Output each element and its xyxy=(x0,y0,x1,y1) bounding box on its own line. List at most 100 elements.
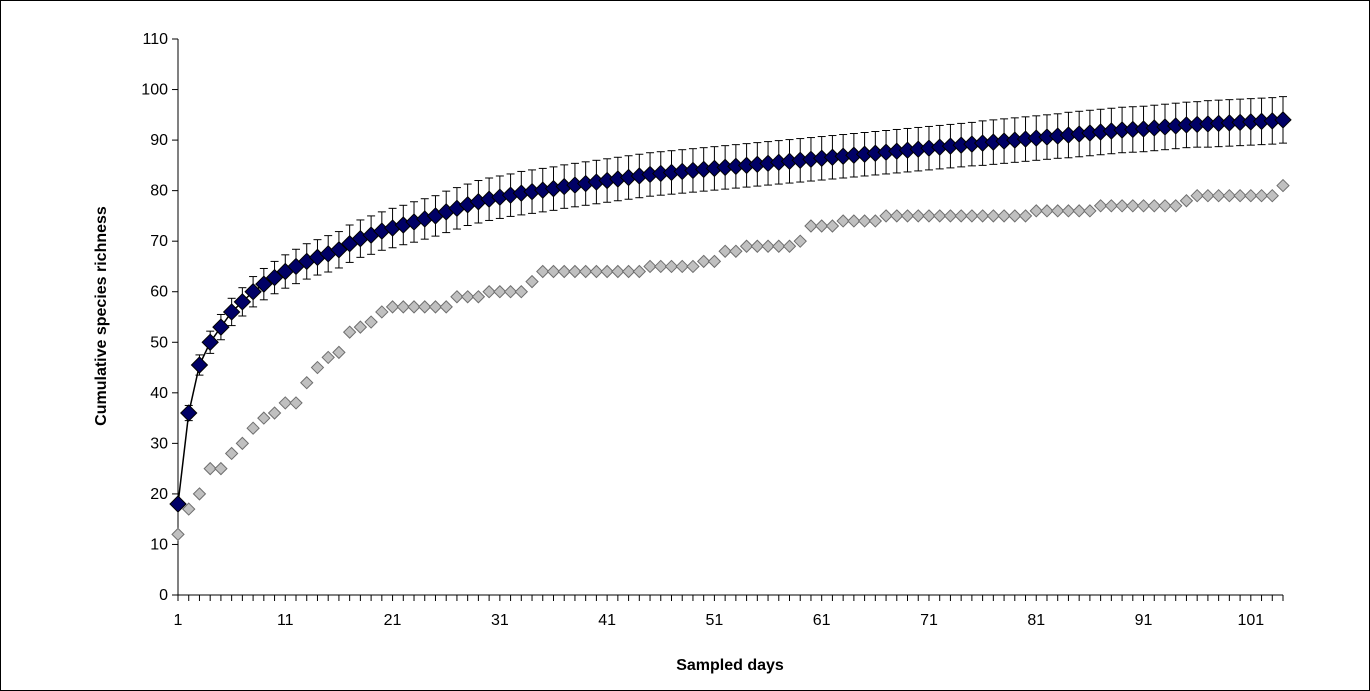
observed-point xyxy=(235,436,250,451)
observed-point xyxy=(1072,204,1086,218)
cumulative-point xyxy=(255,275,273,293)
series-observed xyxy=(171,178,1290,542)
observed-point xyxy=(514,285,529,299)
cumulative-point xyxy=(212,318,230,336)
observed-point xyxy=(729,244,743,258)
cumulative-point xyxy=(265,268,284,287)
observed-point xyxy=(460,290,475,304)
observed-point xyxy=(879,209,893,223)
x-tick-label: 1 xyxy=(174,612,183,629)
observed-point xyxy=(1158,199,1172,213)
observed-point xyxy=(1061,204,1076,218)
observed-point xyxy=(192,487,207,501)
observed-point xyxy=(1008,209,1022,223)
observed-point xyxy=(546,264,561,279)
x-axis-title: Sampled days xyxy=(676,657,784,674)
observed-point xyxy=(1222,188,1237,203)
observed-point xyxy=(1233,188,1247,203)
observed-point xyxy=(1018,209,1033,223)
x-tick-label: 91 xyxy=(1135,612,1153,629)
y-tick-label: 20 xyxy=(150,486,168,503)
observed-point xyxy=(932,209,947,223)
observed-point xyxy=(396,300,410,314)
observed-point xyxy=(965,209,979,223)
observed-point xyxy=(482,285,496,299)
y-tick-label: 60 xyxy=(150,284,168,301)
observed-point xyxy=(1136,199,1151,213)
observed-point xyxy=(761,239,775,253)
y-axis-title: Cumulative species richness xyxy=(93,206,110,426)
observed-point xyxy=(1040,204,1054,218)
observed-point xyxy=(707,254,722,269)
y-tick-label: 40 xyxy=(150,385,168,402)
observed-point xyxy=(224,446,239,461)
cumulative-line xyxy=(177,119,1284,505)
observed-point xyxy=(997,209,1011,223)
observed-point xyxy=(600,264,614,279)
observed-point xyxy=(428,300,443,314)
observed-point xyxy=(1029,204,1043,218)
observed-point xyxy=(214,461,228,476)
y-tick-label: 110 xyxy=(142,31,168,48)
observed-point xyxy=(857,214,872,228)
observed-point xyxy=(557,264,571,279)
observed-point xyxy=(300,376,314,390)
x-tick-label: 51 xyxy=(706,612,724,629)
cumulative-point xyxy=(190,356,209,374)
observed-point xyxy=(332,345,346,360)
y-tick-label: 70 xyxy=(150,233,168,250)
observed-point xyxy=(578,264,593,279)
observed-point xyxy=(718,244,732,258)
observed-point xyxy=(632,264,647,279)
y-tick-label: 30 xyxy=(150,435,168,452)
cumulative-point xyxy=(169,495,187,513)
observed-point xyxy=(568,264,582,279)
y-tick-label: 0 xyxy=(159,587,168,604)
x-tick-label: 81 xyxy=(1027,612,1045,629)
observed-point xyxy=(793,234,807,248)
observed-point xyxy=(986,209,1001,223)
x-tick-label: 101 xyxy=(1237,612,1264,629)
x-tick-label: 21 xyxy=(384,612,402,629)
observed-point xyxy=(171,527,185,542)
observed-point xyxy=(1244,188,1258,203)
observed-point xyxy=(1201,188,1215,203)
observed-point xyxy=(814,219,829,233)
observed-point xyxy=(847,214,861,228)
observed-point xyxy=(1265,188,1279,203)
cumulative-point xyxy=(1274,111,1292,129)
observed-point xyxy=(536,264,550,279)
observed-point xyxy=(1093,199,1108,213)
observed-point xyxy=(493,285,507,299)
observed-point xyxy=(257,411,271,425)
y-tick-label: 10 xyxy=(150,536,168,553)
y-tick-label: 80 xyxy=(150,183,168,200)
observed-point xyxy=(1179,194,1194,208)
observed-point xyxy=(589,264,604,279)
observed-point xyxy=(654,259,668,274)
observed-point xyxy=(353,320,368,334)
observed-point xyxy=(739,239,754,253)
series-cumulative xyxy=(169,96,1292,513)
x-tick-label: 71 xyxy=(920,612,938,629)
observed-point xyxy=(182,502,196,516)
observed-point xyxy=(450,290,464,304)
y-tick-label: 90 xyxy=(150,132,168,149)
observed-point xyxy=(975,209,990,223)
observed-point xyxy=(246,421,260,435)
observed-point xyxy=(418,300,432,314)
observed-point xyxy=(954,209,968,223)
observed-point xyxy=(1254,188,1269,203)
observed-point xyxy=(696,254,711,269)
observed-point xyxy=(342,325,357,339)
observed-point xyxy=(643,259,657,274)
observed-point xyxy=(471,290,486,304)
observed-point xyxy=(1051,204,1065,218)
series-layer xyxy=(169,96,1292,542)
cumulative-point xyxy=(233,293,252,311)
observed-point xyxy=(1126,199,1140,213)
observed-point xyxy=(310,360,325,375)
cumulative-point xyxy=(222,303,241,321)
